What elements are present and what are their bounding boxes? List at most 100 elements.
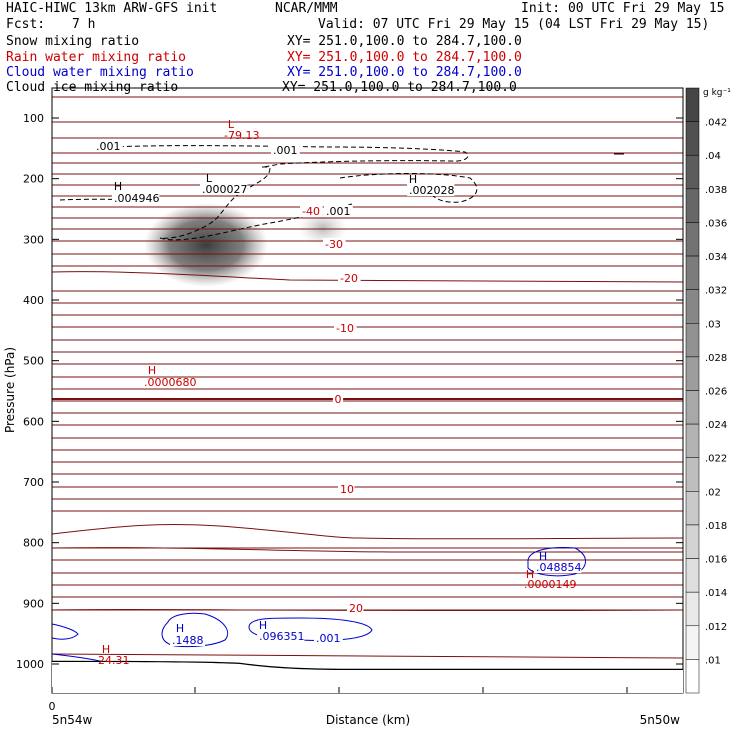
temp-label: 0 — [335, 393, 342, 406]
terrain-fill — [52, 662, 683, 693]
field-name-snow: Snow mixing ratio — [6, 34, 140, 49]
temp-label: -10 — [336, 322, 354, 335]
field-xy-snow: XY= 251.0,100.0 to 284.7,100.0 — [287, 34, 522, 49]
colorbar-swatch — [685, 154, 700, 190]
colorbar-label: .036 — [705, 218, 727, 229]
temp-contour — [51, 523, 684, 540]
colorbar-swatch — [685, 625, 700, 660]
plot-border — [51, 87, 684, 694]
temp-contour — [51, 271, 684, 283]
colorbar-label: .012 — [705, 622, 727, 633]
field-xy-rain: XY= 251.0,100.0 to 284.7,100.0 — [287, 50, 522, 65]
rain-high-marker: H — [148, 364, 156, 377]
temp-label-bg — [334, 322, 357, 334]
init-label: Init: 00 UTC Fri 29 May 15 — [521, 1, 725, 16]
cw-label-bg — [257, 630, 305, 642]
colorbar-swatch — [685, 524, 700, 559]
y-tick-label: 1000 — [16, 658, 44, 671]
snow-label-bg — [407, 184, 455, 196]
y-tick-label: 900 — [23, 597, 44, 610]
snow-label: .001 — [273, 144, 298, 157]
y-axis-title: Pressure (hPa) — [3, 347, 17, 433]
snow-contour-upper — [94, 145, 469, 239]
temp-contour — [51, 653, 684, 659]
field-name-cloud-water: Cloud water mixing ratio — [6, 65, 194, 80]
temp-low-marker: L — [228, 118, 235, 131]
x-right-label: 5n50w — [640, 713, 681, 727]
fcst-label: Fcst: — [6, 17, 46, 32]
y-tick-label: 200 — [23, 173, 44, 186]
temp-label-bg — [300, 205, 323, 217]
cw-label-bg — [314, 632, 343, 644]
colorbar-swatch — [685, 323, 700, 358]
cw-label: .096351 — [259, 630, 305, 643]
colorbar-swatch — [685, 558, 700, 593]
temp-label: -20 — [340, 272, 358, 285]
rain-label: .0000680 — [144, 376, 197, 389]
cw-contour-5 — [527, 547, 586, 577]
snow-label: .001 — [326, 205, 351, 218]
cw-label: .001 — [316, 632, 341, 645]
colorbar-label: .024 — [705, 420, 727, 431]
colorbar-swatch — [685, 188, 700, 223]
snow-low-marker: L — [206, 172, 213, 185]
temp-label: 20 — [349, 602, 363, 615]
cw-high-marker: H — [176, 622, 184, 635]
snow-label-bg — [112, 192, 160, 204]
colorbar-label: .034 — [705, 252, 727, 263]
colorbar-label: .01 — [705, 655, 721, 666]
colorbar-label: .038 — [705, 185, 727, 196]
cw-contour-3 — [51, 623, 79, 640]
colorbar-label: .028 — [705, 353, 727, 364]
colorbar-swatch — [685, 390, 700, 425]
colorbar-swatch — [685, 87, 700, 122]
snow-max-shade — [144, 203, 268, 287]
colorbar-swatch — [685, 222, 700, 257]
colorbar-swatch — [685, 356, 700, 391]
temp-high-marker: H — [102, 643, 110, 656]
temp-label-bg — [338, 483, 355, 495]
snow-secondary-shade — [298, 210, 348, 246]
colorbar-unit: g kg⁻¹ — [703, 88, 731, 98]
snow-label-bg — [200, 183, 248, 195]
colorbar-swatch — [685, 591, 700, 627]
temp-label: 10 — [340, 483, 354, 496]
colorbar-swatch — [685, 423, 700, 458]
y-tick-label: 300 — [23, 233, 44, 246]
x-axis-title: Distance (km) — [326, 713, 410, 727]
colorbar-label: .018 — [705, 521, 727, 532]
colorbar-label: .022 — [705, 454, 727, 465]
colorbar-swatch — [685, 457, 700, 492]
cw-label: .1488 — [172, 634, 204, 647]
cw-contour-1 — [161, 612, 229, 648]
snow-high-marker: H — [114, 180, 122, 193]
colorbar-swatch — [685, 659, 700, 694]
temp-label: -79.13 — [224, 129, 259, 142]
cw-label-bg — [170, 634, 205, 646]
temp-label: -30 — [325, 238, 343, 251]
fcst-value: 7 h — [72, 17, 96, 32]
field-name-rain: Rain water mixing ratio — [6, 50, 187, 65]
valid-label: Valid: 07 UTC Fri 29 May 15 (04 LST Fri … — [318, 17, 710, 32]
colorbar-swatch — [685, 121, 700, 156]
colorbar-label: .016 — [705, 555, 727, 566]
cw-high-marker: H — [259, 619, 267, 632]
x-tick-label: 0 — [49, 700, 56, 713]
colorbar-label: .026 — [705, 387, 727, 398]
y-tick-label: 400 — [23, 294, 44, 307]
cw-label-bg — [534, 561, 582, 573]
x-left-label: 5n54w — [52, 713, 93, 727]
colorbar-swatch — [685, 255, 700, 290]
colorbar-label: .04 — [705, 151, 721, 162]
colorbar-swatch — [685, 491, 700, 526]
y-tick-label: 600 — [23, 415, 44, 428]
y-tick-label: 500 — [23, 355, 44, 368]
snow-label-bg — [94, 140, 123, 152]
y-tick-label: 700 — [23, 476, 44, 489]
snow-contour-right — [339, 173, 478, 203]
title-left: HAIC-HIWC 13km ARW-GFS init — [6, 1, 218, 16]
snow-high-marker: H — [409, 173, 417, 186]
y-tick-label: 800 — [23, 537, 44, 550]
